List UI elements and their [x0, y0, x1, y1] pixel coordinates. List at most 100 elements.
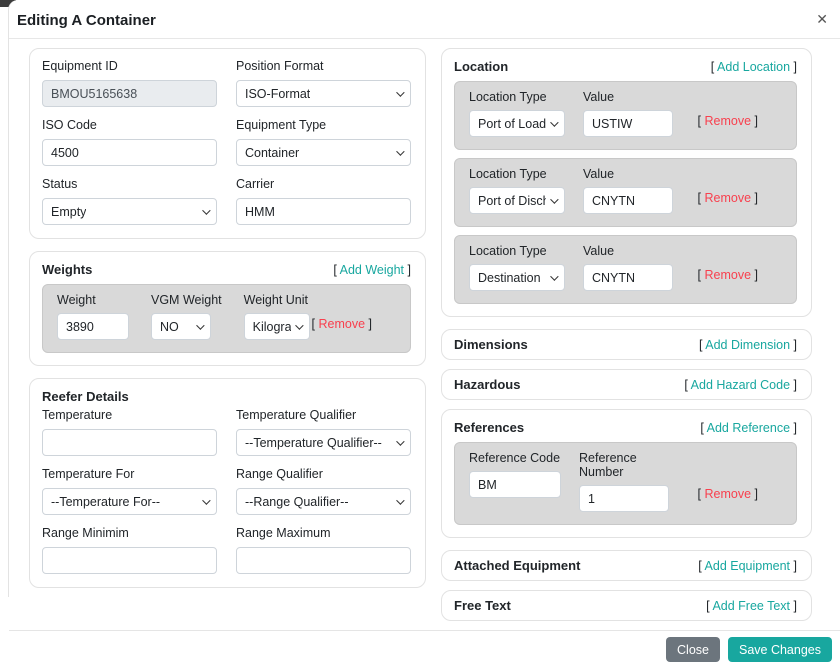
chevron-down-icon — [396, 436, 405, 446]
location-value-input[interactable] — [583, 187, 673, 214]
vgm-weight-select[interactable]: NO — [151, 313, 211, 340]
location-type-label: Location Type — [469, 90, 547, 104]
add-equipment-link[interactable]: [ Add Equipment ] — [698, 559, 797, 573]
location-value-input[interactable] — [583, 264, 673, 291]
status-label: Status — [42, 177, 78, 191]
temperature-input[interactable] — [42, 429, 217, 456]
range-minimum-field: Range Minimim — [42, 526, 217, 574]
temperature-label: Temperature — [42, 408, 113, 422]
location-value-input[interactable] — [583, 110, 673, 137]
references-card: References [ Add Reference ] Reference C… — [441, 409, 812, 538]
iso-code-field: ISO Code — [42, 118, 217, 166]
location-type-select[interactable]: Destination — [469, 264, 565, 291]
weights-title: Weights — [42, 262, 93, 277]
reference-code-input[interactable] — [469, 471, 561, 498]
range-qualifier-select[interactable]: --Range Qualifier-- — [236, 488, 411, 515]
temperature-field: Temperature — [42, 408, 217, 456]
carrier-label: Carrier — [236, 177, 275, 191]
add-free-text-link[interactable]: [ Add Free Text ] — [706, 599, 797, 613]
add-weight-link[interactable]: [ Add Weight ] — [333, 263, 411, 277]
weight-row: Weight VGM Weight NO Weight Unit — [42, 284, 411, 353]
temperature-for-field: Temperature For --Temperature For-- — [42, 467, 217, 515]
weight-unit-select[interactable]: Kilogram — [243, 313, 310, 340]
weight-input[interactable] — [57, 313, 129, 340]
position-format-field: Position Format ISO-Format — [236, 59, 411, 107]
location-type-select[interactable]: Port of Discharge — [469, 187, 565, 214]
close-button[interactable]: Close — [666, 637, 720, 662]
range-qualifier-label: Range Qualifier — [236, 467, 323, 481]
status-field: Status Empty — [42, 177, 217, 225]
location-row: Location Type Port of Discharge Value [ … — [454, 158, 797, 227]
chevron-down-icon — [396, 146, 405, 156]
location-type-select[interactable]: Port of Loading — [469, 110, 565, 137]
location-type-field: Location Type Port of Loading — [469, 90, 565, 137]
add-location-link[interactable]: [ Add Location ] — [711, 60, 797, 74]
close-icon[interactable]: ✕ — [816, 11, 828, 27]
bracket: ] — [754, 113, 758, 128]
iso-code-input[interactable] — [42, 139, 217, 166]
temperature-qualifier-value: --Temperature Qualifier-- — [245, 435, 382, 450]
position-format-value: ISO-Format — [245, 86, 311, 101]
save-changes-button[interactable]: Save Changes — [727, 637, 832, 662]
bracket: ] — [407, 262, 411, 277]
equipment-type-field: Equipment Type Container — [236, 118, 411, 166]
remove-reference-link[interactable]: [ Remove ] — [698, 487, 758, 501]
bracket: [ — [706, 598, 710, 613]
iso-code-label: ISO Code — [42, 118, 97, 132]
vgm-weight-field: VGM Weight NO — [151, 293, 222, 340]
attached-equipment-title: Attached Equipment — [454, 558, 581, 573]
carrier-input[interactable] — [236, 198, 411, 225]
chevron-down-icon — [396, 87, 405, 97]
remove-location-link[interactable]: [ Remove ] — [698, 191, 758, 205]
edit-container-modal: Editing A Container ✕ Equipment ID Posit… — [8, 0, 840, 662]
range-minimum-input[interactable] — [42, 547, 217, 574]
location-value-label: Value — [583, 244, 615, 258]
location-value-field: Value — [583, 90, 673, 137]
bracket: ] — [793, 59, 797, 74]
remove-weight-label: Remove — [318, 316, 366, 331]
right-column: Location [ Add Location ] Location Type … — [441, 48, 812, 630]
range-maximum-input[interactable] — [236, 547, 411, 574]
range-maximum-label: Range Maximum — [236, 526, 331, 540]
remove-location-link[interactable]: [ Remove ] — [698, 114, 758, 128]
temperature-qualifier-select[interactable]: --Temperature Qualifier-- — [236, 429, 411, 456]
add-reference-label: Add Reference — [706, 420, 791, 435]
add-reference-link[interactable]: [ Add Reference ] — [700, 421, 797, 435]
position-format-select[interactable]: ISO-Format — [236, 80, 411, 107]
equipment-id-label: Equipment ID — [42, 59, 118, 73]
reference-number-label: Reference Number — [579, 451, 637, 479]
add-hazard-code-label: Add Hazard Code — [690, 377, 791, 392]
temperature-for-select[interactable]: --Temperature For-- — [42, 488, 217, 515]
reference-number-input[interactable] — [579, 485, 669, 512]
chevron-down-icon — [550, 271, 559, 281]
location-value-field: Value — [583, 167, 673, 214]
temperature-qualifier-field: Temperature Qualifier --Temperature Qual… — [236, 408, 411, 456]
bracket: ] — [754, 486, 758, 501]
bracket: [ — [698, 337, 703, 352]
remove-weight-link[interactable]: [ Remove ] — [312, 317, 372, 331]
carrier-field: Carrier — [236, 177, 411, 225]
chevron-down-icon — [396, 495, 405, 505]
bracket: [ — [684, 377, 688, 392]
remove-location-link[interactable]: [ Remove ] — [698, 268, 758, 282]
remove-location-label: Remove — [704, 267, 752, 282]
weight-unit-value: Kilogram — [252, 319, 291, 334]
add-hazard-code-link[interactable]: [ Add Hazard Code ] — [684, 378, 797, 392]
add-location-label: Add Location — [717, 59, 791, 74]
dimensions-card: Dimensions [ Add Dimension ] — [441, 329, 812, 360]
bracket: [ — [697, 267, 701, 282]
location-row: Location Type Port of Loading Value [ Re… — [454, 81, 797, 150]
location-value-label: Value — [583, 90, 615, 104]
add-dimension-link[interactable]: [ Add Dimension ] — [699, 338, 797, 352]
remove-location-label: Remove — [704, 113, 752, 128]
status-select[interactable]: Empty — [42, 198, 217, 225]
bracket: [ — [311, 316, 315, 331]
equipment-type-label: Equipment Type — [236, 118, 327, 132]
location-row: Location Type Destination Value [ Remove… — [454, 235, 797, 304]
location-type-value: Port of Discharge — [478, 193, 546, 208]
modal-body: Equipment ID Position Format ISO-Format … — [9, 39, 840, 630]
chevron-down-icon — [202, 205, 211, 215]
remove-location-label: Remove — [704, 190, 752, 205]
page-backdrop-corner — [0, 0, 16, 7]
equipment-type-select[interactable]: Container — [236, 139, 411, 166]
